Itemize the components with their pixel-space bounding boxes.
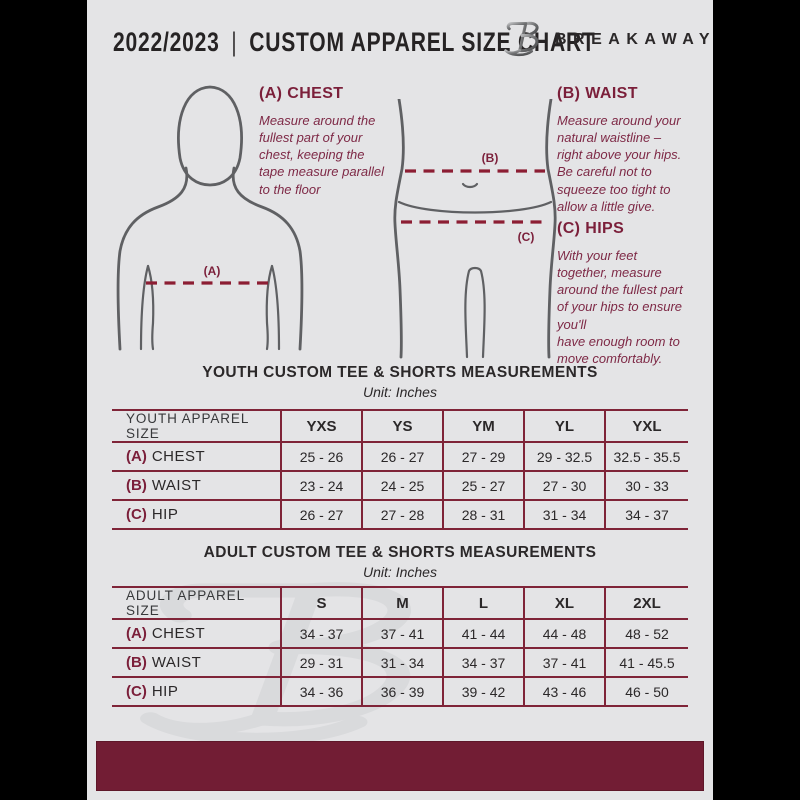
title-divider: | (231, 27, 238, 57)
brand-wordmark: BREAKAWAY (555, 31, 713, 48)
youth-header-row: YOUTH APPAREL SIZE YXS YS YM YL YXL (112, 411, 688, 443)
column-header: YOUTH APPAREL SIZE (112, 411, 282, 441)
size-cell: 27 - 29 (444, 443, 525, 470)
size-cell: 46 - 50 (625, 683, 669, 700)
size-cell: 25 - 27 (444, 472, 525, 499)
size-cell: 34 - 36 (282, 678, 363, 705)
size-cell: 31 - 34 (525, 501, 606, 528)
size-cell: 30 - 33 (625, 477, 669, 494)
waist-heading: (B) WAIST (557, 85, 638, 102)
size-cell: 27 - 30 (525, 472, 606, 499)
footer-accent-bar (96, 741, 704, 791)
breakaway-logo-icon (501, 16, 549, 58)
size-cell: 27 - 28 (363, 501, 444, 528)
column-header: YXS (282, 411, 363, 441)
size-chart-page: 2022/2023 | CUSTOM APPAREL SIZE CHART BR… (87, 0, 713, 800)
size-cell: 26 - 27 (363, 443, 444, 470)
size-cell: 32.5 - 35.5 (613, 448, 681, 465)
chest-body-text: Measure around the fullest part of your … (259, 113, 385, 197)
waist-instructions: (B) WAIST Measure around your natural wa… (557, 85, 713, 215)
chest-figure-diagram: (A) (116, 85, 304, 351)
size-cell: 37 - 41 (525, 649, 606, 676)
table-row: (A) CHEST 25 - 26 26 - 27 27 - 29 29 - 32… (112, 443, 688, 472)
table-row: (B) WAIST 29 - 31 31 - 34 34 - 37 37 - 41… (112, 649, 688, 678)
chest-line-label: (A) (204, 264, 221, 278)
waist-line-label: (B) (482, 151, 499, 165)
row-label: (A) CHEST (112, 620, 282, 647)
size-cell: 41 - 44 (444, 620, 525, 647)
row-label: (C) HIP (112, 501, 282, 528)
chest-instructions: (A) CHEST Measure around the fullest par… (259, 85, 431, 198)
size-cell: 25 - 26 (282, 443, 363, 470)
column-header: YL (525, 411, 606, 441)
adult-table-title: ADULT CUSTOM TEE & SHORTS MEASUREMENTS (203, 544, 597, 561)
column-header: XL (525, 588, 606, 618)
column-header: YM (444, 411, 525, 441)
waist-body-text: Measure around your natural waistline – … (557, 113, 682, 214)
table-row: (C) HIP 34 - 36 36 - 39 39 - 42 43 - 46 4… (112, 678, 688, 705)
size-cell: 34 - 37 (282, 620, 363, 647)
chest-heading: (A) CHEST (259, 85, 344, 102)
season-label: 2022/2023 (113, 27, 220, 57)
column-header: 2XL (633, 594, 661, 612)
size-cell: 23 - 24 (282, 472, 363, 499)
size-cell: 43 - 46 (525, 678, 606, 705)
size-cell: 24 - 25 (363, 472, 444, 499)
adult-size-table: ADULT APPAREL SIZE S M L XL 2XL (A) CHEST… (112, 586, 688, 707)
hips-line-label: (C) (518, 230, 535, 244)
size-cell: 39 - 42 (444, 678, 525, 705)
size-cell: 34 - 37 (444, 649, 525, 676)
size-cell: 29 - 32.5 (525, 443, 606, 470)
column-header: M (363, 588, 444, 618)
adult-table-unit: Unit: Inches (363, 564, 437, 580)
column-header: S (282, 588, 363, 618)
column-header: L (444, 588, 525, 618)
hips-body-text: With your feet together, measure around … (557, 248, 683, 366)
size-cell: 29 - 31 (282, 649, 363, 676)
column-header: YXL (632, 417, 662, 435)
column-header: ADULT APPAREL SIZE (112, 588, 282, 618)
youth-table-title: YOUTH CUSTOM TEE & SHORTS MEASUREMENTS (202, 364, 598, 381)
adult-header-row: ADULT APPAREL SIZE S M L XL 2XL (112, 588, 688, 620)
size-cell: 26 - 27 (282, 501, 363, 528)
table-row: (C) HIP 26 - 27 27 - 28 28 - 31 31 - 34 3… (112, 501, 688, 528)
size-cell: 41 - 45.5 (619, 654, 675, 671)
waist-hips-figure-diagram: (B) (C) (393, 99, 557, 359)
row-label: (B) WAIST (112, 472, 282, 499)
size-cell: 48 - 52 (625, 625, 669, 642)
size-cell: 36 - 39 (363, 678, 444, 705)
size-cell: 44 - 48 (525, 620, 606, 647)
size-cell: 34 - 37 (625, 506, 669, 523)
column-header: YS (363, 411, 444, 441)
youth-table-unit: Unit: Inches (363, 384, 437, 400)
size-cell: 28 - 31 (444, 501, 525, 528)
row-label: (B) WAIST (112, 649, 282, 676)
table-row: (A) CHEST 34 - 37 37 - 41 41 - 44 44 - 48… (112, 620, 688, 649)
hips-heading: (C) HIPS (557, 220, 625, 237)
hips-instructions: (C) HIPS With your feet together, measur… (557, 220, 713, 367)
table-row: (B) WAIST 23 - 24 24 - 25 25 - 27 27 - 30… (112, 472, 688, 501)
youth-size-table: YOUTH APPAREL SIZE YXS YS YM YL YXL (A) C… (112, 409, 688, 530)
size-cell: 31 - 34 (363, 649, 444, 676)
row-label: (C) HIP (112, 678, 282, 705)
size-cell: 37 - 41 (363, 620, 444, 647)
row-label: (A) CHEST (112, 443, 282, 470)
